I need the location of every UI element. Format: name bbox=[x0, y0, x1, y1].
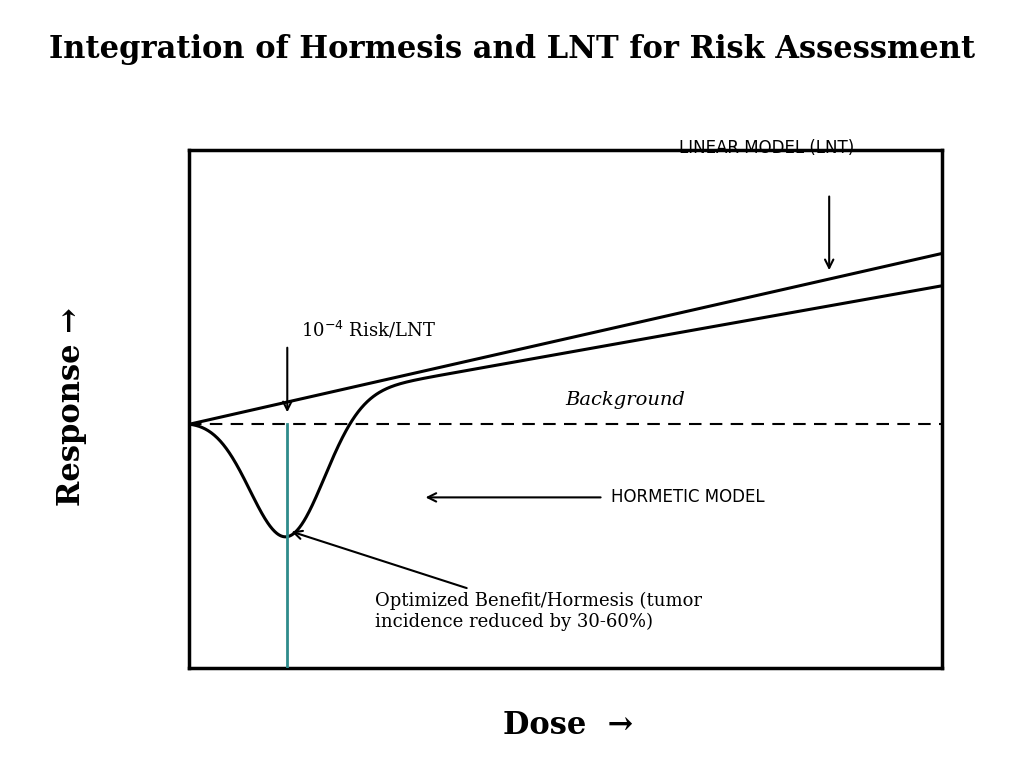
Text: LINEAR MODEL (LNT): LINEAR MODEL (LNT) bbox=[679, 139, 854, 157]
Text: Response →: Response → bbox=[56, 308, 87, 506]
Text: HORMETIC MODEL: HORMETIC MODEL bbox=[611, 488, 765, 506]
Text: Integration of Hormesis and LNT for Risk Assessment: Integration of Hormesis and LNT for Risk… bbox=[49, 35, 975, 65]
Text: Background: Background bbox=[565, 391, 686, 409]
Text: Optimized Benefit/Hormesis (tumor
incidence reduced by 30-60%): Optimized Benefit/Hormesis (tumor incide… bbox=[294, 531, 702, 631]
Text: 10$^{-4}$ Risk/LNT: 10$^{-4}$ Risk/LNT bbox=[301, 319, 435, 340]
Text: Dose  →: Dose → bbox=[503, 710, 634, 741]
